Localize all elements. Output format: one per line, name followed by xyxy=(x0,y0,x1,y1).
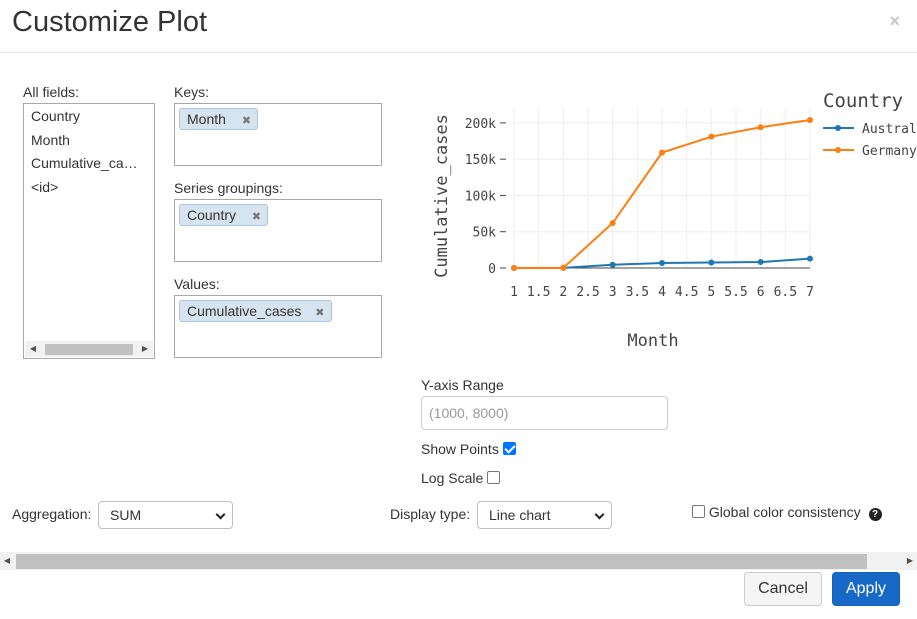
scroll-right-arrow-icon[interactable]: ▶ xyxy=(141,344,149,353)
remove-icon[interactable]: ✖ xyxy=(251,211,262,223)
x-tick-label: 1 xyxy=(510,285,518,300)
display-type-value: Line chart xyxy=(489,507,551,523)
values-label: Values: xyxy=(174,276,220,292)
show-points-label: Show Points xyxy=(421,441,499,457)
global-color-row: Global color consistency ? xyxy=(692,504,882,521)
x-tick-label: 4.5 xyxy=(675,285,698,300)
log-scale-label: Log Scale xyxy=(421,470,484,486)
aggregation-label: Aggregation: xyxy=(12,506,92,522)
dialog-title: Customize Plot xyxy=(12,6,208,38)
series-point xyxy=(757,124,764,131)
chart-series xyxy=(511,116,813,271)
chart-legend[interactable]: Australia Germany xyxy=(823,122,917,159)
series-point xyxy=(609,220,616,227)
y-tick-label: 200k xyxy=(465,117,496,132)
y-axis-range-label: Y-axis Range xyxy=(421,377,504,393)
chart-grid xyxy=(513,108,811,268)
global-color-checkbox[interactable] xyxy=(692,505,705,518)
field-item-id[interactable]: <id> xyxy=(31,178,59,195)
display-type-label: Display type: xyxy=(390,506,471,522)
fields-horizontal-scrollbar[interactable]: ◀ ▶ xyxy=(25,341,153,357)
log-scale-row: Log Scale xyxy=(421,470,501,486)
y-tick-label: 150k xyxy=(465,153,496,168)
x-tick-label: 5.5 xyxy=(724,285,747,300)
x-tick-label: 4 xyxy=(658,285,666,300)
series-chip[interactable]: Country ✖ xyxy=(179,204,269,226)
dialog-horizontal-scrollbar[interactable]: ◀ ▶ xyxy=(0,552,917,570)
values-dropzone[interactable]: Cumulative_cases ✖ xyxy=(174,295,382,358)
x-tick-label: 6 xyxy=(757,285,765,300)
series-point xyxy=(708,259,715,266)
remove-icon[interactable]: ✖ xyxy=(241,115,252,127)
legend-entry: Australia xyxy=(862,122,917,137)
series-point xyxy=(807,255,813,262)
chevron-down-icon xyxy=(594,509,605,520)
scrollbar-thumb[interactable] xyxy=(45,344,133,355)
legend-swatch-point xyxy=(835,125,841,131)
values-chip-label: Cumulative_cases xyxy=(187,303,302,319)
scroll-left-arrow-icon[interactable]: ◀ xyxy=(29,344,37,353)
all-fields-label: All fields: xyxy=(23,84,80,100)
keys-chip[interactable]: Month ✖ xyxy=(179,108,259,130)
remove-icon[interactable]: ✖ xyxy=(315,307,325,319)
cancel-button[interactable]: Cancel xyxy=(744,572,822,606)
global-color-label: Global color consistency xyxy=(708,504,861,520)
y-tick-label: 50k xyxy=(473,226,497,241)
x-axis-title: Month xyxy=(627,331,678,351)
series-chip-label: Country xyxy=(187,207,237,223)
field-item-country[interactable]: Country xyxy=(31,108,81,124)
series-groupings-dropzone[interactable]: Country ✖ xyxy=(174,199,382,262)
series-point xyxy=(757,259,764,266)
field-item-month[interactable]: Month xyxy=(31,131,70,148)
series-point xyxy=(511,265,517,271)
all-fields-list[interactable]: Country Month Cumulative_ca… <id> ◀ ▶ xyxy=(23,103,155,359)
series-point xyxy=(659,149,665,156)
legend-title: Country xyxy=(823,90,903,112)
keys-chip-label: Month xyxy=(187,111,226,127)
x-tick-label: 5 xyxy=(707,285,715,300)
scrollbar-thumb[interactable] xyxy=(16,554,867,569)
scroll-right-arrow-icon[interactable]: ▶ xyxy=(906,556,914,565)
keys-label: Keys: xyxy=(174,84,210,100)
x-tick-label: 3.5 xyxy=(626,285,649,300)
x-tick-label: 3 xyxy=(609,285,617,300)
show-points-checkbox[interactable] xyxy=(502,442,516,455)
chart-axes: 1 1.5 2 2.5 3 3.5 4 4.5 5 5.5 6 6.5 7 0 50k 100k 150k 200… xyxy=(465,117,814,300)
x-tick-label: 2 xyxy=(559,285,567,300)
series-groupings-label: Series groupings: xyxy=(174,180,283,196)
values-chip[interactable]: Cumulative_cases ✖ xyxy=(179,300,332,322)
x-tick-label: 6.5 xyxy=(774,285,797,300)
x-tick-label: 7 xyxy=(806,285,814,300)
legend-swatch-point xyxy=(835,147,841,153)
apply-button[interactable]: Apply xyxy=(832,572,900,606)
series-point xyxy=(609,261,616,268)
plot-chart[interactable]: 1 1.5 2 2.5 3 3.5 4 4.5 5 5.5 6 6.5 7 0 50k 100k 150k 200… xyxy=(420,85,917,360)
aggregation-select[interactable]: SUM xyxy=(98,501,233,529)
field-item-cumulative-cases[interactable]: Cumulative_ca… xyxy=(31,155,138,171)
scroll-left-arrow-icon[interactable]: ◀ xyxy=(3,556,11,565)
series-point xyxy=(708,133,715,140)
help-icon[interactable]: ? xyxy=(868,508,882,521)
chevron-down-icon xyxy=(215,509,226,520)
legend-entry: Germany xyxy=(862,144,917,159)
y-axis-range-input[interactable] xyxy=(421,396,668,430)
log-scale-checkbox[interactable] xyxy=(487,471,501,484)
display-type-select[interactable]: Line chart xyxy=(477,501,612,529)
show-points-row: Show Points xyxy=(421,441,516,457)
y-tick-label: 0 xyxy=(488,262,496,277)
y-tick-label: 100k xyxy=(465,189,496,204)
x-tick-label: 2.5 xyxy=(576,285,599,300)
aggregation-value: SUM xyxy=(110,507,142,523)
close-icon[interactable]: × xyxy=(889,11,900,31)
series-point xyxy=(659,259,665,266)
y-axis-title: Cumulative_cases xyxy=(432,114,452,278)
x-tick-label: 1.5 xyxy=(527,285,550,300)
series-point xyxy=(560,264,567,271)
keys-dropzone[interactable]: Month ✖ xyxy=(174,103,382,166)
series-point xyxy=(807,116,813,123)
dialog-header: Customize Plot × xyxy=(0,0,917,53)
